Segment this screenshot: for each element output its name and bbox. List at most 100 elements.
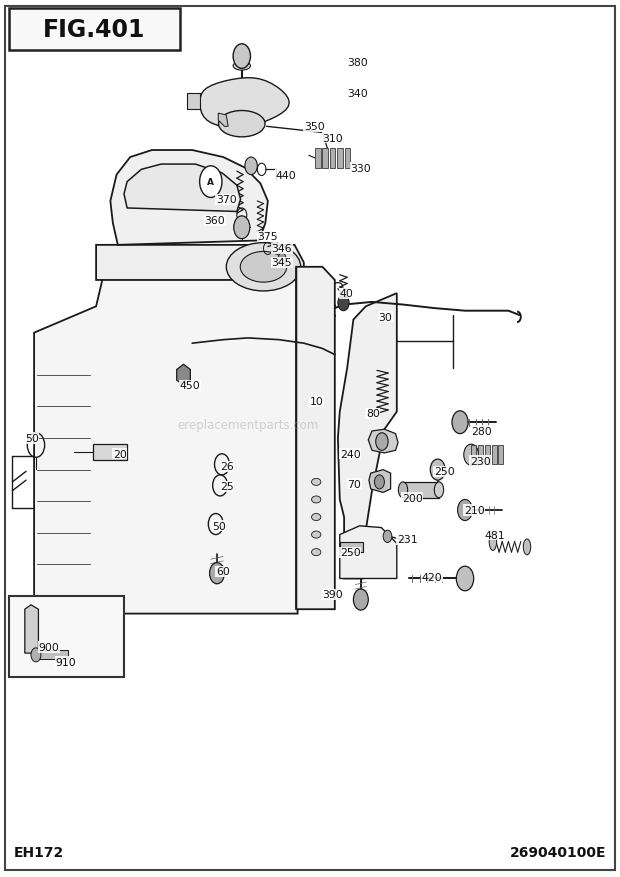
Circle shape xyxy=(464,445,479,466)
Ellipse shape xyxy=(233,62,250,71)
Text: 310: 310 xyxy=(322,133,343,144)
Text: 60: 60 xyxy=(216,567,229,577)
Bar xyxy=(498,446,503,465)
Bar xyxy=(322,149,328,168)
Bar xyxy=(345,149,350,168)
Polygon shape xyxy=(369,470,391,493)
Text: 390: 390 xyxy=(322,589,343,600)
Circle shape xyxy=(245,158,257,175)
Text: FIG.401: FIG.401 xyxy=(43,18,146,42)
Polygon shape xyxy=(338,294,397,579)
Text: 50: 50 xyxy=(25,433,38,444)
Circle shape xyxy=(430,460,445,481)
Text: 20: 20 xyxy=(113,449,126,460)
Circle shape xyxy=(200,167,222,198)
Circle shape xyxy=(374,475,384,489)
Text: 30: 30 xyxy=(378,312,392,323)
Text: A: A xyxy=(207,178,215,187)
Text: 10: 10 xyxy=(310,396,324,407)
Text: 360: 360 xyxy=(205,216,225,226)
Ellipse shape xyxy=(218,111,265,138)
Bar xyxy=(340,542,363,553)
Ellipse shape xyxy=(241,253,286,282)
Polygon shape xyxy=(296,267,335,610)
Circle shape xyxy=(233,45,250,69)
Bar xyxy=(492,446,497,465)
Text: 200: 200 xyxy=(402,493,423,503)
Text: 25: 25 xyxy=(220,481,234,492)
Text: EH172: EH172 xyxy=(14,845,64,859)
Text: 380: 380 xyxy=(347,58,368,68)
Text: 346: 346 xyxy=(272,244,292,254)
Bar xyxy=(471,446,476,465)
Bar xyxy=(9,9,180,51)
Text: 910: 910 xyxy=(56,657,76,667)
Text: 80: 80 xyxy=(366,409,379,419)
Text: 330: 330 xyxy=(350,163,371,174)
Polygon shape xyxy=(25,605,38,653)
Polygon shape xyxy=(124,165,241,212)
Text: 440: 440 xyxy=(276,170,296,181)
Text: 345: 345 xyxy=(272,258,292,268)
Ellipse shape xyxy=(312,514,321,521)
Ellipse shape xyxy=(312,496,321,503)
Circle shape xyxy=(338,296,349,311)
Ellipse shape xyxy=(312,549,321,556)
Bar xyxy=(187,94,200,110)
Text: 370: 370 xyxy=(216,195,236,205)
Bar xyxy=(403,482,439,498)
Text: 40: 40 xyxy=(340,289,353,299)
Circle shape xyxy=(376,433,388,451)
Text: 450: 450 xyxy=(180,381,200,391)
Polygon shape xyxy=(340,526,397,579)
Bar xyxy=(34,651,68,660)
Ellipse shape xyxy=(399,482,408,498)
Text: ereplacementparts.com: ereplacementparts.com xyxy=(177,419,319,431)
Ellipse shape xyxy=(434,482,443,498)
Bar xyxy=(93,445,127,460)
Text: 26: 26 xyxy=(220,461,234,472)
Text: 240: 240 xyxy=(340,449,360,460)
Ellipse shape xyxy=(489,533,497,551)
Circle shape xyxy=(353,589,368,610)
Text: 481: 481 xyxy=(485,530,505,540)
Text: 269040100E: 269040100E xyxy=(510,845,606,859)
Ellipse shape xyxy=(226,243,301,291)
Circle shape xyxy=(452,411,468,434)
Text: 210: 210 xyxy=(464,505,484,516)
Polygon shape xyxy=(200,79,289,128)
Bar xyxy=(315,149,321,168)
Bar xyxy=(478,446,483,465)
Circle shape xyxy=(210,563,224,584)
Text: 280: 280 xyxy=(471,426,492,437)
Text: 340: 340 xyxy=(347,89,368,99)
Polygon shape xyxy=(34,267,304,614)
Text: 420: 420 xyxy=(422,572,442,582)
Circle shape xyxy=(234,217,250,239)
Text: 900: 900 xyxy=(38,642,60,652)
Text: 50: 50 xyxy=(212,521,226,531)
Circle shape xyxy=(458,500,472,521)
Polygon shape xyxy=(96,246,304,281)
Bar xyxy=(337,149,343,168)
Circle shape xyxy=(278,253,286,264)
Text: 350: 350 xyxy=(304,122,324,132)
Bar xyxy=(9,596,124,677)
Circle shape xyxy=(383,531,392,543)
Polygon shape xyxy=(218,114,228,127)
Polygon shape xyxy=(110,151,268,246)
Text: 231: 231 xyxy=(397,534,417,545)
Polygon shape xyxy=(368,430,398,453)
Circle shape xyxy=(456,567,474,591)
Circle shape xyxy=(31,648,41,662)
Text: 250: 250 xyxy=(434,467,454,477)
Bar xyxy=(330,149,335,168)
Text: 250: 250 xyxy=(340,547,360,558)
Polygon shape xyxy=(177,365,190,386)
Ellipse shape xyxy=(523,539,531,555)
Text: 375: 375 xyxy=(257,232,278,242)
Bar xyxy=(485,446,490,465)
Text: 70: 70 xyxy=(347,479,361,489)
Text: 230: 230 xyxy=(470,456,490,467)
Ellipse shape xyxy=(312,531,321,538)
